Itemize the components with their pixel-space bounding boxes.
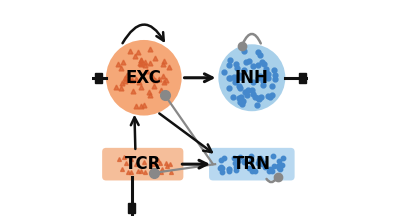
- FancyArrowPatch shape: [122, 25, 164, 43]
- Circle shape: [106, 40, 182, 116]
- Text: TRN: TRN: [233, 155, 271, 173]
- Text: INH: INH: [235, 69, 269, 87]
- Bar: [128, 203, 135, 213]
- Circle shape: [218, 44, 285, 111]
- Text: EXC: EXC: [126, 69, 162, 87]
- FancyBboxPatch shape: [209, 148, 295, 181]
- FancyArrowPatch shape: [266, 179, 276, 182]
- Bar: [299, 73, 306, 83]
- FancyBboxPatch shape: [102, 148, 183, 181]
- Text: TCR: TCR: [124, 155, 161, 173]
- FancyArrowPatch shape: [243, 34, 261, 43]
- Bar: [94, 73, 102, 83]
